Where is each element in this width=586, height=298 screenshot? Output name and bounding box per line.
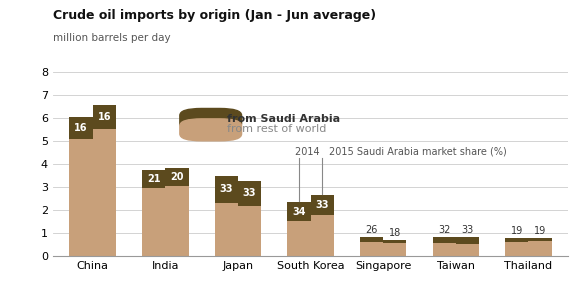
Text: 20: 20 — [170, 172, 183, 182]
Bar — [529, 241, 551, 256]
Text: 33: 33 — [461, 226, 473, 235]
Text: 26: 26 — [366, 225, 378, 235]
Bar — [165, 186, 189, 256]
FancyBboxPatch shape — [180, 108, 241, 131]
Bar — [93, 129, 116, 256]
Text: 16: 16 — [74, 123, 88, 133]
Bar — [360, 237, 383, 242]
Bar — [311, 195, 334, 215]
Bar — [529, 238, 551, 241]
Bar — [383, 240, 407, 243]
Bar — [383, 243, 407, 256]
Bar — [70, 139, 93, 256]
Text: 33: 33 — [315, 200, 329, 210]
Bar — [93, 105, 116, 129]
Bar — [214, 176, 238, 203]
Bar — [360, 242, 383, 256]
Text: 33: 33 — [243, 188, 256, 198]
Bar — [165, 168, 189, 186]
Text: 19: 19 — [534, 226, 546, 236]
Bar — [70, 117, 93, 139]
Bar — [238, 206, 261, 256]
Text: 32: 32 — [438, 226, 451, 235]
Bar — [238, 181, 261, 206]
FancyBboxPatch shape — [180, 119, 241, 141]
Text: Crude oil imports by origin (Jan - Jun average): Crude oil imports by origin (Jan - Jun a… — [53, 9, 376, 22]
Bar — [287, 202, 311, 221]
Text: 16: 16 — [97, 112, 111, 122]
Text: 21: 21 — [147, 174, 161, 184]
Bar — [456, 243, 479, 256]
Text: from Saudi Arabia: from Saudi Arabia — [227, 114, 340, 124]
Text: 18: 18 — [389, 228, 401, 238]
Text: 34: 34 — [292, 207, 306, 217]
Bar — [505, 242, 529, 256]
Bar — [505, 238, 529, 242]
Text: 19: 19 — [511, 226, 523, 236]
Bar — [432, 243, 456, 256]
Bar — [142, 170, 165, 188]
Bar — [456, 237, 479, 243]
Bar — [311, 215, 334, 256]
Bar — [287, 221, 311, 256]
Bar — [214, 203, 238, 256]
Bar — [432, 237, 456, 243]
Text: 33: 33 — [220, 184, 233, 194]
Text: 2014   2015 Saudi Arabia market share (%): 2014 2015 Saudi Arabia market share (%) — [295, 146, 507, 156]
Text: from rest of world: from rest of world — [227, 124, 326, 134]
Text: million barrels per day: million barrels per day — [53, 33, 171, 43]
Bar — [142, 188, 165, 256]
